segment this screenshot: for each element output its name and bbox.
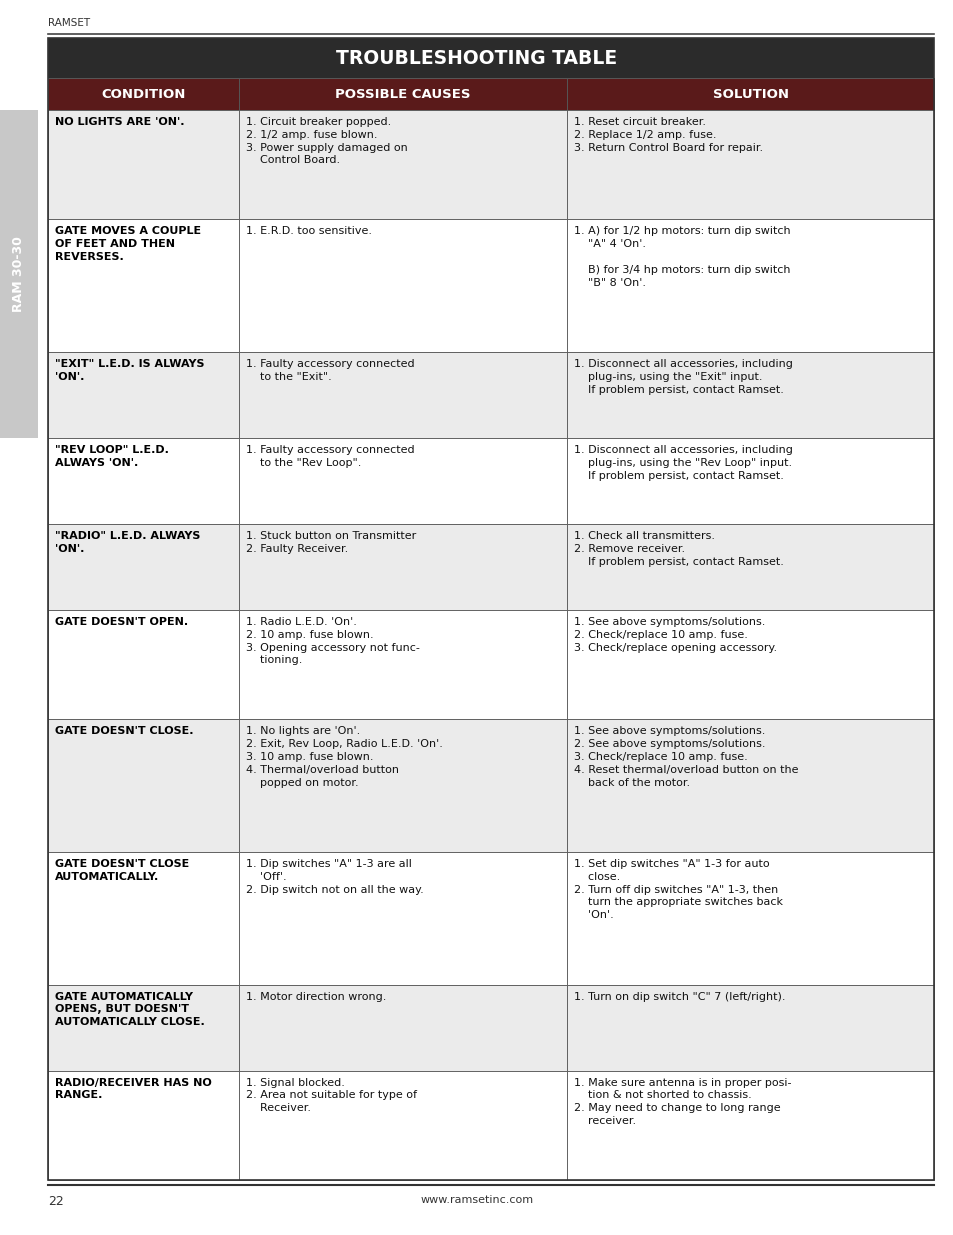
Text: 1. Signal blocked.
2. Area not suitable for type of
    Receiver.: 1. Signal blocked. 2. Area not suitable … — [245, 1078, 416, 1113]
Bar — [48, 719, 238, 852]
Text: 1. Circuit breaker popped.
2. 1/2 amp. fuse blown.
3. Power supply damaged on
  : 1. Circuit breaker popped. 2. 1/2 amp. f… — [245, 117, 407, 165]
Bar — [48, 984, 238, 1071]
Text: 1. Reset circuit breaker.
2. Replace 1/2 amp. fuse.
3. Return Control Board for : 1. Reset circuit breaker. 2. Replace 1/2… — [574, 117, 762, 153]
Bar — [567, 220, 933, 352]
Text: 1. Faulty accessory connected
    to the "Rev Loop".: 1. Faulty accessory connected to the "Re… — [245, 445, 414, 468]
Bar — [238, 524, 567, 610]
Bar — [48, 524, 238, 610]
Text: POSSIBLE CAUSES: POSSIBLE CAUSES — [335, 88, 470, 100]
Text: "RADIO" L.E.D. ALWAYS
'ON'.: "RADIO" L.E.D. ALWAYS 'ON'. — [55, 531, 200, 553]
Bar — [238, 438, 567, 524]
Text: CONDITION: CONDITION — [101, 88, 185, 100]
Text: RAM 30-30: RAM 30-30 — [12, 236, 26, 312]
Text: TROUBLESHOOTING TABLE: TROUBLESHOOTING TABLE — [336, 48, 617, 68]
Text: 1. E.R.D. too sensitive.: 1. E.R.D. too sensitive. — [245, 226, 371, 236]
Text: 1. No lights are 'On'.
2. Exit, Rev Loop, Radio L.E.D. 'On'.
3. 10 amp. fuse blo: 1. No lights are 'On'. 2. Exit, Rev Loop… — [245, 726, 442, 788]
Text: RADIO/RECEIVER HAS NO
RANGE.: RADIO/RECEIVER HAS NO RANGE. — [55, 1078, 212, 1100]
Bar — [48, 438, 238, 524]
Bar — [48, 610, 238, 719]
Text: GATE AUTOMATICALLY
OPENS, BUT DOESN'T
AUTOMATICALLY CLOSE.: GATE AUTOMATICALLY OPENS, BUT DOESN'T AU… — [55, 992, 205, 1028]
Text: 1. Set dip switches "A" 1-3 for auto
    close.
2. Turn off dip switches "A" 1-3: 1. Set dip switches "A" 1-3 for auto clo… — [574, 860, 782, 920]
Text: GATE DOESN'T OPEN.: GATE DOESN'T OPEN. — [55, 618, 188, 627]
Bar — [238, 110, 567, 220]
Bar — [238, 78, 567, 110]
Text: 1. A) for 1/2 hp motors: turn dip switch
    "A" 4 'On'.

    B) for 3/4 hp moto: 1. A) for 1/2 hp motors: turn dip switch… — [574, 226, 790, 288]
Bar — [567, 78, 933, 110]
Bar — [48, 352, 238, 438]
Bar — [567, 524, 933, 610]
Bar — [48, 852, 238, 984]
Bar — [48, 78, 238, 110]
Bar — [238, 610, 567, 719]
Text: 1. Disconnect all accessories, including
    plug-ins, using the "Exit" input.
 : 1. Disconnect all accessories, including… — [574, 359, 792, 394]
Text: 1. Dip switches "A" 1-3 are all
    'Off'.
2. Dip switch not on all the way.: 1. Dip switches "A" 1-3 are all 'Off'. 2… — [245, 860, 423, 894]
Bar — [567, 719, 933, 852]
Text: GATE DOESN'T CLOSE
AUTOMATICALLY.: GATE DOESN'T CLOSE AUTOMATICALLY. — [55, 860, 189, 882]
Text: www.ramsetinc.com: www.ramsetinc.com — [420, 1195, 533, 1205]
Bar — [567, 438, 933, 524]
Bar — [48, 38, 933, 78]
Text: 1. Motor direction wrong.: 1. Motor direction wrong. — [245, 992, 386, 1002]
Bar — [567, 984, 933, 1071]
Text: 1. Stuck button on Transmitter
2. Faulty Receiver.: 1. Stuck button on Transmitter 2. Faulty… — [245, 531, 416, 553]
Text: GATE MOVES A COUPLE
OF FEET AND THEN
REVERSES.: GATE MOVES A COUPLE OF FEET AND THEN REV… — [55, 226, 201, 262]
Bar — [48, 220, 238, 352]
Bar — [567, 852, 933, 984]
Text: 1. See above symptoms/solutions.
2. Check/replace 10 amp. fuse.
3. Check/replace: 1. See above symptoms/solutions. 2. Chec… — [574, 618, 777, 652]
Bar — [238, 352, 567, 438]
Bar — [238, 719, 567, 852]
Bar — [567, 110, 933, 220]
Bar — [238, 1071, 567, 1179]
Text: GATE DOESN'T CLOSE.: GATE DOESN'T CLOSE. — [55, 726, 193, 736]
Text: "REV LOOP" L.E.D.
ALWAYS 'ON'.: "REV LOOP" L.E.D. ALWAYS 'ON'. — [55, 445, 169, 468]
Bar — [48, 1071, 238, 1179]
Bar — [567, 1071, 933, 1179]
Text: 1. Radio L.E.D. 'On'.
2. 10 amp. fuse blown.
3. Opening accessory not func-
    : 1. Radio L.E.D. 'On'. 2. 10 amp. fuse bl… — [245, 618, 419, 666]
Bar — [238, 984, 567, 1071]
Text: 22: 22 — [48, 1195, 64, 1208]
Text: "EXIT" L.E.D. IS ALWAYS
'ON'.: "EXIT" L.E.D. IS ALWAYS 'ON'. — [55, 359, 204, 382]
Bar — [238, 852, 567, 984]
Bar — [48, 110, 238, 220]
Bar — [567, 352, 933, 438]
Text: 1. Check all transmitters.
2. Remove receiver.
    If problem persist, contact R: 1. Check all transmitters. 2. Remove rec… — [574, 531, 783, 567]
Text: 1. Disconnect all accessories, including
    plug-ins, using the "Rev Loop" inpu: 1. Disconnect all accessories, including… — [574, 445, 792, 480]
Text: SOLUTION: SOLUTION — [712, 88, 788, 100]
Bar — [567, 610, 933, 719]
Text: 1. Make sure antenna is in proper posi-
    tion & not shorted to chassis.
2. Ma: 1. Make sure antenna is in proper posi- … — [574, 1078, 791, 1126]
Bar — [238, 220, 567, 352]
Text: 1. See above symptoms/solutions.
2. See above symptoms/solutions.
3. Check/repla: 1. See above symptoms/solutions. 2. See … — [574, 726, 798, 788]
Bar — [0, 110, 38, 438]
Text: NO LIGHTS ARE 'ON'.: NO LIGHTS ARE 'ON'. — [55, 117, 184, 127]
Text: 1. Turn on dip switch "C" 7 (left/right).: 1. Turn on dip switch "C" 7 (left/right)… — [574, 992, 785, 1002]
Text: RAMSET: RAMSET — [48, 19, 90, 28]
Text: 1. Faulty accessory connected
    to the "Exit".: 1. Faulty accessory connected to the "Ex… — [245, 359, 414, 382]
